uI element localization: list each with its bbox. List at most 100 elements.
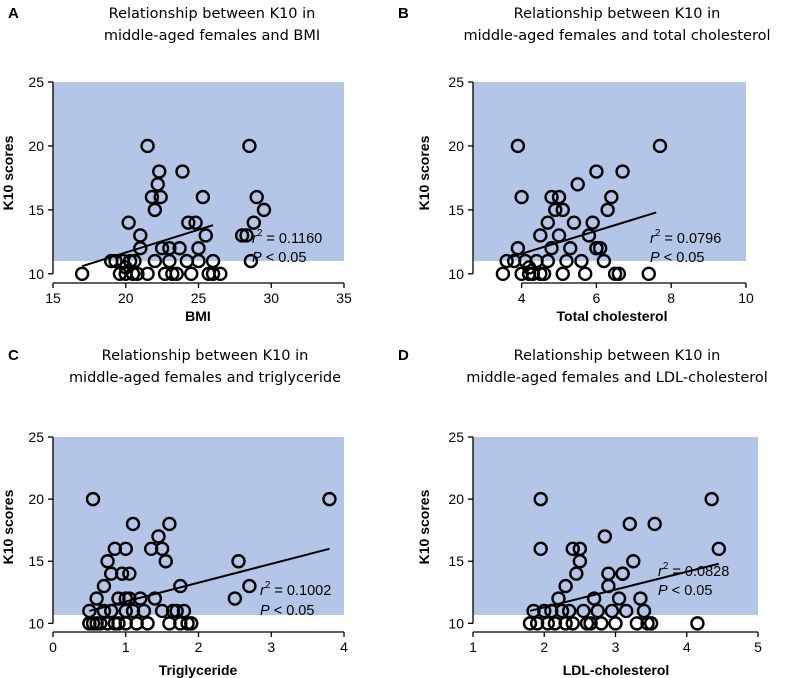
data-point xyxy=(243,253,259,269)
plot-background xyxy=(53,82,344,261)
p-value: < 0.05 xyxy=(270,603,315,619)
data-point xyxy=(533,228,548,243)
data-point xyxy=(533,541,548,557)
p-value-stat: P < 0.05 xyxy=(658,583,712,599)
data-point xyxy=(322,491,337,507)
x-tick-label: 8 xyxy=(667,290,675,306)
data-point xyxy=(652,138,668,154)
data-point xyxy=(114,566,130,581)
data-point xyxy=(569,566,584,581)
data-point xyxy=(647,516,662,532)
data-point xyxy=(558,578,573,594)
data-point xyxy=(242,578,257,594)
r-squared-exponent: 2 xyxy=(663,561,669,572)
x-tick-label: 2 xyxy=(540,639,548,655)
data-point xyxy=(572,554,588,569)
x-tick-label: 1 xyxy=(469,639,477,655)
r-squared-value: = 0.1160 xyxy=(262,231,322,247)
data-point xyxy=(585,215,600,230)
data-point xyxy=(533,491,548,507)
data-point xyxy=(537,603,552,619)
x-tick-label: 15 xyxy=(45,290,61,306)
x-tick-label: 6 xyxy=(593,290,601,306)
data-point xyxy=(234,228,250,243)
data-point xyxy=(122,253,138,269)
panel-letter: D xyxy=(398,347,409,364)
r-symbol: r xyxy=(658,564,664,580)
plot-background xyxy=(473,82,746,261)
p-symbol: P xyxy=(650,250,660,266)
data-point xyxy=(555,202,570,218)
x-axis-label: Triglyceride xyxy=(159,662,238,678)
y-tick-label: 10 xyxy=(28,266,44,282)
data-point xyxy=(188,215,203,230)
data-point xyxy=(554,603,570,619)
data-point xyxy=(227,591,243,606)
data-point xyxy=(618,603,634,619)
r-squared-stat: r2 = 0.1002 xyxy=(260,580,331,599)
y-tick-label: 20 xyxy=(28,491,44,507)
data-point xyxy=(242,138,257,154)
data-point xyxy=(151,529,166,544)
data-point xyxy=(566,215,582,230)
data-point xyxy=(144,189,160,205)
plot-background xyxy=(473,437,758,615)
x-tick-label: 35 xyxy=(336,290,352,306)
data-point xyxy=(711,541,727,557)
data-point xyxy=(256,202,272,218)
data-point xyxy=(495,266,511,282)
data-point xyxy=(175,164,190,179)
y-tick-label: 10 xyxy=(448,266,464,282)
x-tick-label: 20 xyxy=(118,290,134,306)
y-axis-label: K10 scores xyxy=(416,135,432,210)
chart-title-line-1: Relationship between K10 in xyxy=(514,6,721,22)
data-point xyxy=(152,164,167,179)
data-point xyxy=(559,253,574,269)
panel-letter: B xyxy=(398,5,409,22)
data-point xyxy=(96,603,112,619)
panel-a: A Relationship between K10 in middle-age… xyxy=(0,5,352,324)
data-point xyxy=(597,529,613,544)
data-point xyxy=(125,516,141,532)
y-axis-label: K10 scores xyxy=(416,489,432,564)
data-point xyxy=(184,616,199,631)
r-symbol: r xyxy=(252,231,258,247)
regression-line xyxy=(510,211,657,259)
x-axis-label: BMI xyxy=(185,308,211,324)
r-squared-exponent: 2 xyxy=(265,580,271,591)
r-squared-exponent: 2 xyxy=(257,228,263,239)
r-squared-stat: r2 = 0.0796 xyxy=(650,228,721,247)
x-tick-label: 30 xyxy=(263,290,279,306)
data-point xyxy=(85,491,101,507)
data-point xyxy=(604,189,619,205)
x-axis-label: LDL-cholesterol xyxy=(563,662,670,678)
x-tick-label: 5 xyxy=(754,639,762,655)
r-squared-value: = 0.1002 xyxy=(270,583,331,599)
data-point xyxy=(626,554,641,569)
data-point xyxy=(536,266,552,282)
data-point xyxy=(239,228,254,243)
x-tick-label: 0 xyxy=(49,639,57,655)
p-symbol: P xyxy=(658,583,668,599)
p-value-stat: P < 0.05 xyxy=(252,250,306,266)
p-value: < 0.05 xyxy=(668,583,713,599)
data-point xyxy=(583,616,598,631)
data-point xyxy=(555,266,570,282)
data-point xyxy=(249,189,264,205)
data-point xyxy=(558,616,573,631)
data-point xyxy=(622,516,637,532)
data-point xyxy=(169,266,184,282)
data-point xyxy=(100,554,115,569)
p-value-stat: P < 0.05 xyxy=(650,250,704,266)
data-point xyxy=(122,566,137,581)
data-point xyxy=(629,616,645,631)
data-point xyxy=(154,541,170,557)
data-point xyxy=(158,554,173,569)
data-point xyxy=(570,177,585,192)
data-point xyxy=(529,616,545,631)
data-point xyxy=(590,603,605,619)
plot-background xyxy=(53,437,344,615)
data-point xyxy=(169,603,184,619)
data-point xyxy=(540,253,555,269)
data-point xyxy=(615,164,630,179)
